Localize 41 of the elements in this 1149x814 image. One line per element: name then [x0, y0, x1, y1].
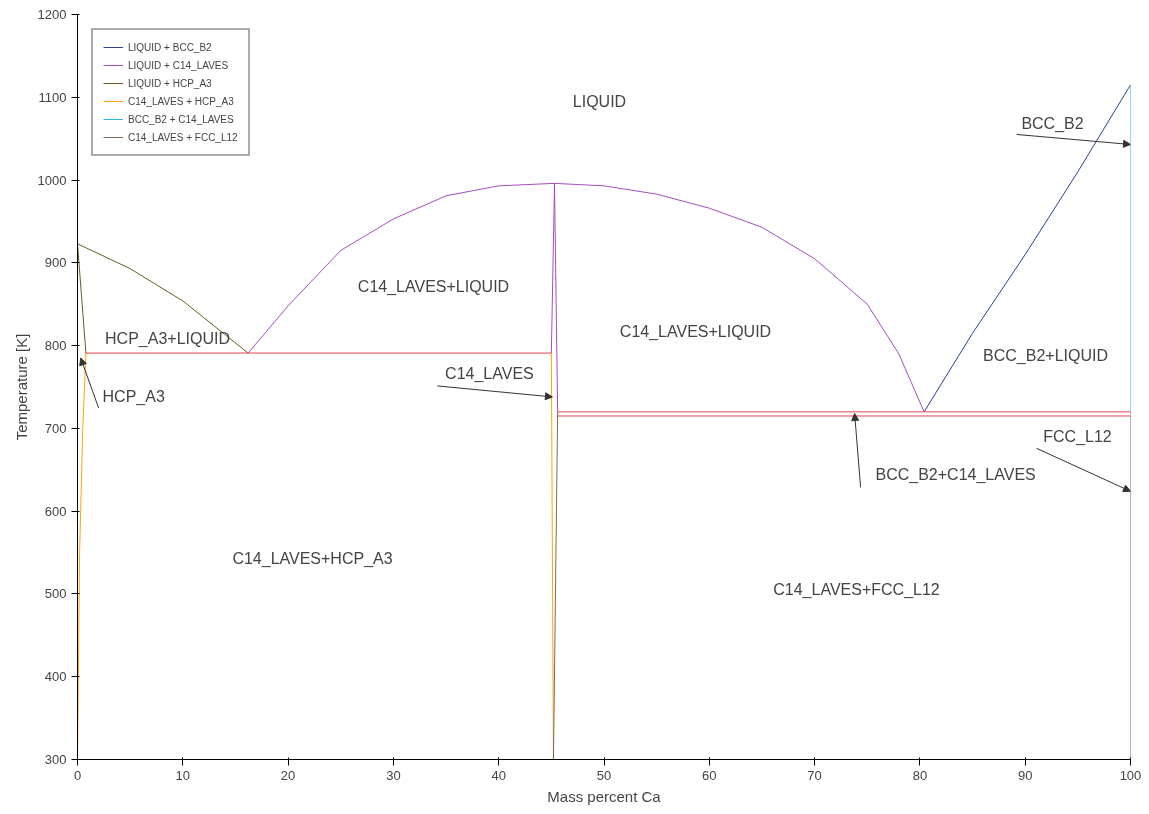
- x-tick-label: 80: [912, 767, 928, 783]
- x-tick-label: 100: [1119, 767, 1142, 783]
- y-tick-label: 400: [44, 669, 67, 685]
- x-tick-label: 40: [491, 767, 506, 783]
- annotation: LIQUID: [572, 93, 627, 110]
- annotation: C14_LAVES: [445, 365, 534, 384]
- annotation: C14_LAVES+HCP_A3: [232, 550, 393, 568]
- annotation: C14_LAVES+LIQUID: [357, 278, 510, 296]
- annotation: C14_LAVES+LIQUID: [619, 323, 772, 341]
- y-tick-label: 500: [44, 586, 67, 602]
- legend-label: LIQUID + HCP_A3: [128, 76, 212, 90]
- y-tick-label: 1200: [37, 7, 67, 22]
- x-tick-label: 60: [702, 767, 717, 783]
- annotation: BCC_B2+C14_LAVES: [875, 465, 1036, 484]
- legend-label: LIQUID + BCC_B2: [128, 40, 212, 54]
- y-tick-label: 700: [44, 420, 67, 436]
- y-tick-label: 300: [44, 752, 67, 767]
- annotation: HCP_A3: [102, 387, 165, 406]
- y-axis-title: Temperature [K]: [12, 333, 30, 441]
- y-tick-label: 1100: [38, 89, 67, 105]
- x-tick-label: 20: [280, 767, 296, 783]
- x-tick-label: 10: [175, 767, 191, 783]
- legend-label: LIQUID + C14_LAVES: [128, 58, 229, 72]
- y-tick-label: 900: [44, 255, 67, 271]
- annotation: C14_LAVES+FCC_L12: [773, 581, 940, 599]
- legend-label: BCC_B2 + C14_LAVES: [128, 112, 234, 126]
- x-axis-title: Mass percent Ca: [547, 787, 662, 805]
- annotation: BCC_B2+LIQUID: [983, 347, 1108, 365]
- x-tick-label: 70: [807, 767, 822, 783]
- annotation: FCC_L12: [1043, 427, 1112, 446]
- y-tick-label: 800: [44, 338, 67, 354]
- y-tick-label: 600: [44, 503, 67, 519]
- legend-label: C14_LAVES + HCP_A3: [128, 94, 234, 108]
- x-tick-label: 90: [1017, 767, 1033, 783]
- x-tick-label: 30: [386, 767, 401, 783]
- annotation: HCP_A3+LIQUID: [105, 330, 230, 348]
- legend-label: C14_LAVES + FCC_L12: [128, 130, 238, 144]
- annotation: BCC_B2: [1021, 114, 1084, 133]
- y-tick-label: 1000: [37, 172, 67, 188]
- x-tick-label: 50: [596, 767, 612, 783]
- x-tick-label: 0: [73, 767, 82, 783]
